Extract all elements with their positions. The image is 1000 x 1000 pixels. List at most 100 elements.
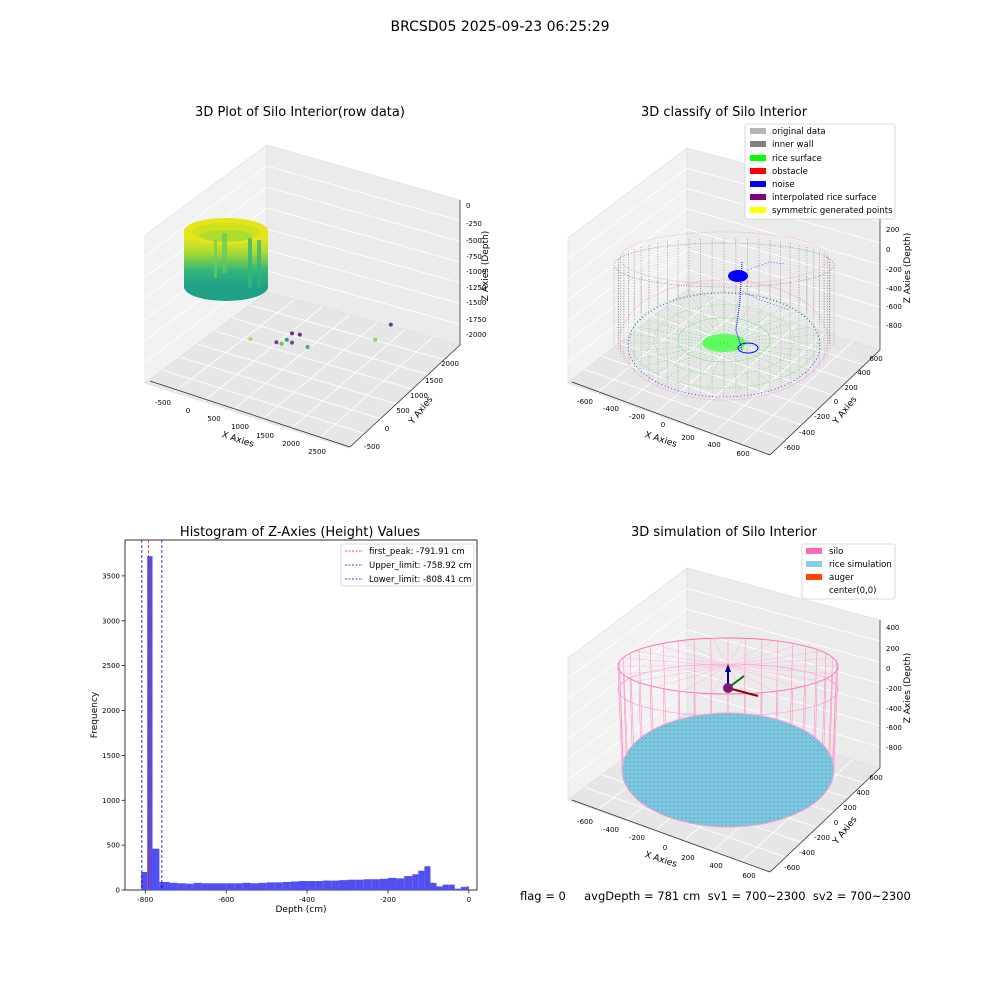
legend-label-center: center(0,0): [829, 586, 877, 596]
silo-roof-wire: [727, 650, 821, 667]
gridline: [260, 321, 378, 421]
panel1-z-tick-labels: 0 -250 -500 -750 -1000 -1250 -1500 -1750…: [466, 202, 486, 339]
gridline: [567, 608, 881, 699]
panel1-z-tick: -250: [466, 220, 482, 228]
gridline: [567, 208, 881, 301]
panel1-z-tick: 0: [466, 202, 470, 210]
gridline: [567, 588, 881, 679]
panel2-z-tick: 200: [886, 226, 899, 234]
histogram-bar: [152, 848, 160, 890]
gridline: [567, 248, 881, 342]
histogram-bar: [147, 556, 153, 890]
outlier-point: [284, 337, 289, 342]
silo-roof-wire: [727, 665, 774, 692]
panel1-x-tick: 2500: [308, 448, 326, 456]
silo-wire: [619, 661, 624, 762]
rice-surface-ray: [631, 334, 725, 344]
panel4-y-tick: 400: [856, 789, 869, 797]
legend-swatch-silo: [806, 548, 822, 554]
silo-wire: [677, 641, 681, 720]
gridline: [289, 329, 406, 430]
rice-surface-ray: [723, 334, 817, 344]
panel2-x-tick: -400: [603, 405, 619, 413]
legend-label-symmetric-generated-points: symmetric generated points: [772, 206, 893, 216]
histogram-bar: [209, 883, 219, 890]
gridline: [144, 165, 461, 257]
panel2-z-tick: 0: [886, 246, 890, 254]
panel4-y-axis-line: [769, 767, 881, 873]
panel2-z-tick: -600: [886, 303, 902, 311]
panel2-x-tick: 400: [707, 441, 720, 449]
silo-roof-wire: [622, 665, 729, 675]
panel1-z-tick: -750: [466, 253, 482, 261]
silo-roof-wire: [682, 665, 729, 692]
rice-surface-ray: [635, 342, 725, 360]
legend-label-silo: silo: [829, 547, 843, 557]
outlier-point: [373, 337, 378, 342]
histogram-bar: [347, 879, 356, 890]
gridline: [567, 269, 881, 363]
panel2-x-tick: 600: [736, 450, 749, 458]
panel1-z-tick: -1250: [466, 284, 486, 292]
panel1-y-tick: 500: [396, 407, 409, 415]
histogram-bar: [274, 882, 283, 890]
histogram-bar: [363, 879, 372, 890]
histogram-bar: [258, 882, 267, 890]
silo-roof-wire: [727, 644, 801, 667]
panel4-x-tick: -200: [629, 834, 645, 842]
figure-suptitle: BRCSD05 2025-09-23 06:25:29: [390, 19, 609, 35]
gridline: [669, 302, 865, 366]
rice-surface-ray: [723, 342, 785, 381]
histogram-bar: [266, 882, 275, 890]
gridline: [711, 332, 826, 435]
silo-roof-wire: [727, 665, 821, 682]
panel4-auger-axes: [723, 664, 759, 697]
legend-label-lower-limit: Lower_limit: -808.41 cm: [369, 575, 471, 585]
silo-roof-wire: [727, 665, 801, 688]
histogram-bar: [282, 881, 291, 890]
histogram-bar: [436, 886, 443, 890]
silo-roof-wire: [727, 665, 834, 675]
panel2-x-tick: 200: [681, 434, 694, 442]
histogram-bar: [454, 888, 461, 890]
gridline: [567, 188, 881, 280]
panel1-x-tick: -500: [155, 399, 171, 407]
legend-swatch-rice-simulation: [806, 561, 822, 567]
gridline: [652, 316, 849, 381]
rice-surface-ray: [723, 342, 806, 368]
panel2-z-tick: -800: [886, 322, 902, 330]
histogram-bar: [412, 874, 419, 890]
silo-roof-wire: [727, 638, 744, 667]
silo-wire: [828, 657, 833, 753]
panel4-y-tick: -200: [814, 834, 830, 842]
histogram-bar: [379, 878, 388, 890]
silo-roof-wire: [712, 638, 729, 667]
y-tick-label: 0: [116, 887, 120, 895]
silo-wire: [619, 670, 624, 779]
panel2-z-tick: -200: [886, 266, 902, 274]
rice-surface-ray: [635, 326, 725, 344]
panel4-z-tick: -800: [886, 744, 902, 752]
silo-roof-wire: [682, 640, 729, 667]
y-tick-label: 2000: [102, 707, 120, 715]
histogram-bar: [396, 878, 405, 890]
panel4-x-tick-labels: -600 -400 -200 0 200 400 600: [577, 818, 756, 880]
gridline: [625, 306, 743, 404]
rice-surface-ray: [723, 318, 806, 344]
legend-swatch-noise: [750, 181, 766, 187]
histogram-bar: [250, 883, 259, 890]
panel1-y-tick: 0: [385, 425, 389, 433]
silo-roof-wire: [635, 650, 729, 667]
panel1-x-tick: 1000: [231, 423, 249, 431]
rice-surface-ray: [631, 342, 725, 352]
panel4-z-tick: 0: [886, 665, 890, 673]
panel2-y-tick: 0: [834, 398, 838, 406]
histogram-bar: [218, 883, 227, 890]
panel4-legend: silo rice simulation auger center(0,0): [801, 543, 896, 600]
histogram-bar: [159, 881, 170, 890]
outlier-point: [290, 331, 294, 336]
histogram-bar: [290, 881, 299, 890]
panel1-point-cluster: [184, 218, 268, 301]
silo-wire: [693, 639, 696, 716]
panel4-y-tick: 200: [843, 804, 856, 812]
